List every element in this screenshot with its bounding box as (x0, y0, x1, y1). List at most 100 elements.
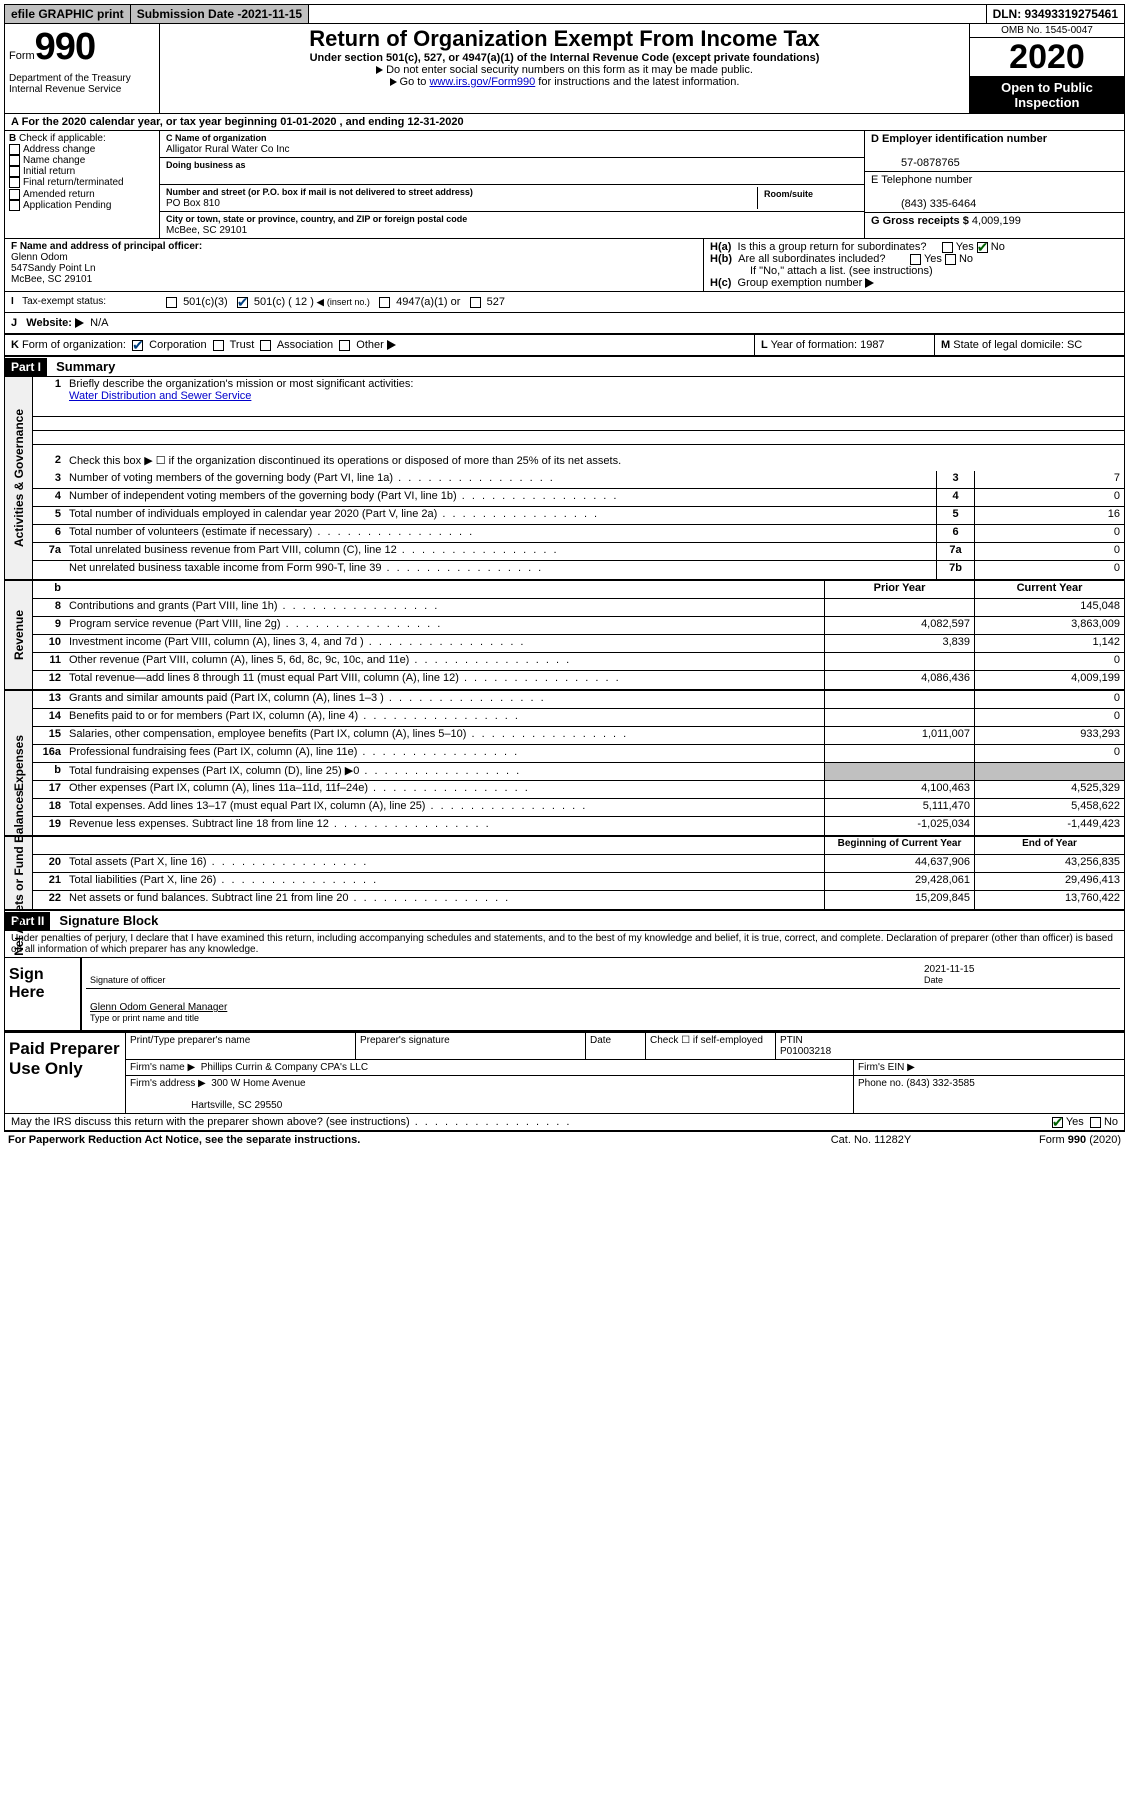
4947-checkbox[interactable] (379, 297, 390, 308)
city-value: McBee, SC 29101 (166, 225, 247, 236)
summary-line: 4 Number of independent voting members o… (33, 489, 1124, 507)
line-num: 17 (33, 781, 65, 798)
discuss-yes-checkbox[interactable] (1052, 1117, 1063, 1128)
col-current: Current Year (974, 581, 1124, 598)
section-net: Net Assets or Fund Balances Beginning of… (5, 837, 1124, 911)
officer-addr2: McBee, SC 29101 (11, 274, 92, 285)
footer-right: Form 990 (2020) (971, 1134, 1121, 1146)
ha-no-checkbox[interactable] (977, 242, 988, 253)
arrow-icon (376, 66, 383, 74)
summary-line: Net unrelated business taxable income fr… (33, 561, 1124, 579)
firm-addr2: Hartsville, SC 29550 (191, 1100, 282, 1111)
line-curr: 4,525,329 (974, 781, 1124, 798)
gross-value: 4,009,199 (972, 215, 1021, 227)
line-num: 6 (33, 525, 65, 542)
prep-phone: (843) 332-3585 (906, 1078, 974, 1089)
assoc-checkbox[interactable] (260, 340, 271, 351)
s527-label: 527 (487, 296, 505, 308)
mission-rule (33, 403, 1124, 417)
final-return-checkbox[interactable] (9, 177, 20, 188)
website-row: J Website: N/A (5, 313, 1124, 335)
line-val: 0 (974, 489, 1124, 506)
part2-title: Signature Block (53, 911, 164, 930)
submission-date-button[interactable]: Submission Date - 2021-11-15 (131, 5, 309, 23)
line-curr: 0 (974, 745, 1124, 762)
col-end: End of Year (974, 837, 1124, 854)
m-label: State of legal domicile: (953, 339, 1067, 351)
irs-form990-link[interactable]: www.irs.gov/Form990 (429, 76, 535, 88)
officer-addr1: 547Sandy Point Ln (11, 263, 96, 274)
form-org-row: K Form of organization: Corporation Trus… (5, 335, 1124, 357)
prep-phone-label: Phone no. (858, 1078, 906, 1089)
cb-name-change: Name change (23, 155, 85, 166)
line-num: 18 (33, 799, 65, 816)
summary-line: 10 Investment income (Part VIII, column … (33, 635, 1124, 653)
footer-left: For Paperwork Reduction Act Notice, see … (8, 1134, 771, 1146)
initial-return-checkbox[interactable] (9, 166, 20, 177)
corp-checkbox[interactable] (132, 340, 143, 351)
ha-yes-checkbox[interactable] (942, 242, 953, 253)
firm-addr1: 300 W Home Avenue (211, 1078, 305, 1089)
part-2-header: Part II Signature Block (5, 911, 1124, 931)
line-val: 0 (974, 561, 1124, 579)
discuss-text: May the IRS discuss this return with the… (11, 1116, 410, 1128)
line-curr: 1,142 (974, 635, 1124, 652)
efile-print-button[interactable]: efile GRAPHIC print (5, 5, 131, 23)
form-container: Form990 Department of the Treasury Inter… (4, 24, 1125, 1131)
ein-label: D Employer identification number (871, 133, 1047, 145)
instr-goto-post: for instructions and the latest informat… (535, 76, 739, 88)
tax-period-text: For the 2020 calendar year, or tax year … (22, 116, 464, 128)
line-ref: 4 (936, 489, 974, 506)
hb-no-checkbox[interactable] (945, 254, 956, 265)
discuss-yes: Yes (1066, 1116, 1084, 1128)
name-change-checkbox[interactable] (9, 155, 20, 166)
discuss-no-checkbox[interactable] (1090, 1117, 1101, 1128)
no-label2: No (959, 253, 973, 265)
cb-amended: Amended return (23, 189, 95, 200)
section-revenue: Revenue b Prior Year Current Year 8 Cont… (5, 581, 1124, 691)
phone-value: (843) 335-6464 (871, 198, 976, 210)
a1-label: 4947(a)(1) or (396, 296, 460, 308)
c-pre: 501(c) ( (254, 296, 295, 308)
line-curr: 13,760,422 (974, 891, 1124, 909)
line-ref: 6 (936, 525, 974, 542)
line-num: 20 (33, 855, 65, 872)
trust-checkbox[interactable] (213, 340, 224, 351)
footer-mid: Cat. No. 11282Y (771, 1134, 971, 1146)
side-exp-text: Expenses (12, 735, 26, 791)
formk-label: Form of organization: (22, 339, 126, 351)
527-checkbox[interactable] (470, 297, 481, 308)
501c3-checkbox[interactable] (166, 297, 177, 308)
line-prior (824, 745, 974, 762)
line-num: 22 (33, 891, 65, 909)
mission-rule (33, 417, 1124, 431)
ha-text: Is this a group return for subordinates? (738, 241, 927, 253)
form-subtitle: Under section 501(c), 527, or 4947(a)(1)… (166, 52, 963, 64)
line-num: 7a (33, 543, 65, 560)
summary-line: 6 Total number of volunteers (estimate i… (33, 525, 1124, 543)
line-text: Total number of volunteers (estimate if … (65, 525, 936, 542)
check-b-title: Check if applicable: (19, 133, 106, 144)
line-num: 4 (33, 489, 65, 506)
summary-line: 15 Salaries, other compensation, employe… (33, 727, 1124, 745)
address-change-checkbox[interactable] (9, 144, 20, 155)
cb-pending: Application Pending (23, 200, 111, 211)
summary-line: 19 Revenue less expenses. Subtract line … (33, 817, 1124, 835)
ein-value: 57-0878765 (871, 157, 960, 169)
line-text: Number of independent voting members of … (65, 489, 936, 506)
line-num: 10 (33, 635, 65, 652)
firm-name-label: Firm's name ▶ (130, 1062, 195, 1073)
501c-checkbox[interactable] (237, 297, 248, 308)
summary-line: 22 Net assets or fund balances. Subtract… (33, 891, 1124, 909)
app-pending-checkbox[interactable] (9, 200, 20, 211)
firm-addr-label: Firm's address ▶ (130, 1078, 206, 1089)
other-checkbox[interactable] (339, 340, 350, 351)
side-rev: Revenue (5, 581, 33, 689)
line-text: Benefits paid to or for members (Part IX… (65, 709, 824, 726)
amended-return-checkbox[interactable] (9, 189, 20, 200)
cb-addr-change: Address change (23, 144, 95, 155)
line-val: 7 (974, 471, 1124, 488)
hb-yes-checkbox[interactable] (910, 254, 921, 265)
mission-link[interactable]: Water Distribution and Sewer Service (69, 390, 251, 402)
line-ref: 7b (936, 561, 974, 579)
